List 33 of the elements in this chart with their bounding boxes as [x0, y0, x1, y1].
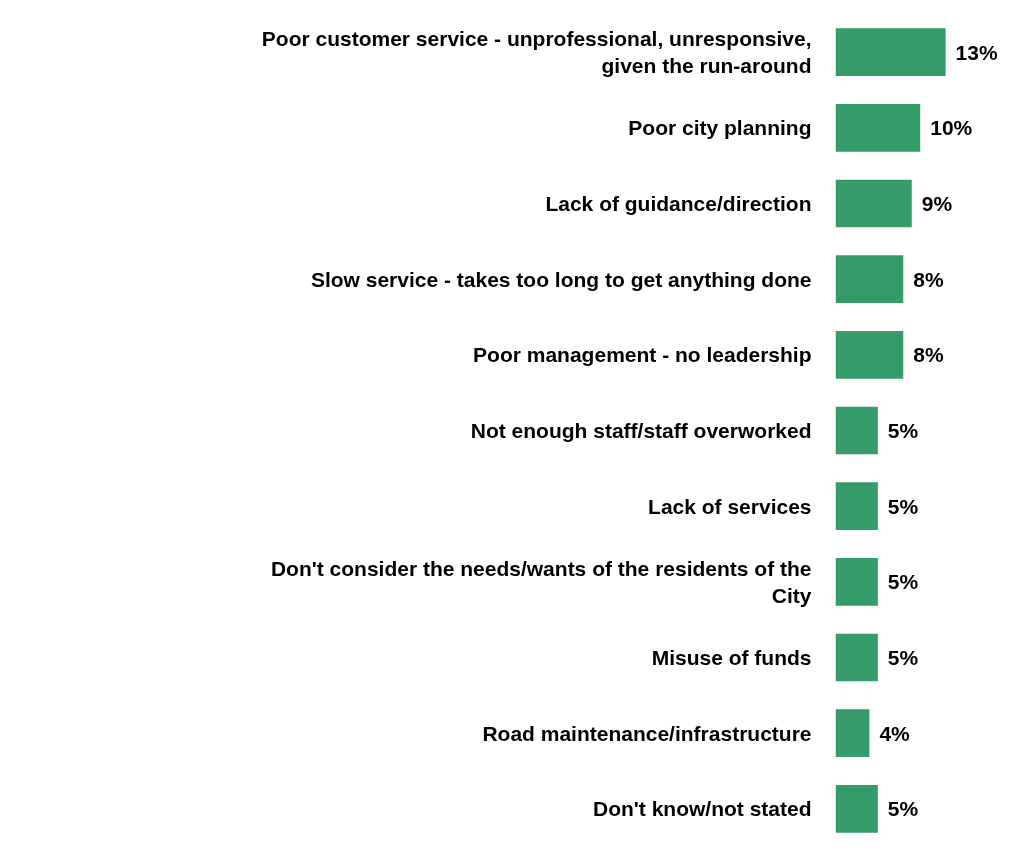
data-label: 4%	[879, 721, 911, 745]
data-label: 9%	[921, 191, 953, 215]
data-label: 5%	[887, 797, 919, 821]
bar	[835, 255, 904, 303]
bar	[835, 785, 878, 833]
data-label: 5%	[887, 646, 919, 670]
data-label: 13%	[955, 40, 998, 64]
y-tick-label: Misuse of funds	[651, 646, 812, 670]
data-label: 5%	[887, 570, 919, 594]
bar	[835, 330, 904, 379]
bar	[835, 482, 878, 531]
bar	[835, 28, 946, 76]
y-tick-label: Slow service - takes too long to get anything done	[310, 267, 812, 291]
data-label: 5%	[887, 494, 919, 518]
bar	[835, 709, 870, 758]
bar	[835, 179, 912, 228]
y-tick-label: Lack of guidance/direction	[545, 191, 812, 215]
y-tick-label: Poor city planning	[628, 116, 812, 140]
y-tick-label: Don't consider the needs/wants of the residents of the City	[270, 556, 812, 608]
data-label: 5%	[887, 419, 919, 442]
y-tick-label: Not enough staff/staff overworked	[470, 419, 812, 442]
bar	[835, 103, 921, 152]
bar	[835, 558, 878, 606]
y-tick-label: Don't know/not stated	[593, 797, 812, 821]
bar	[835, 406, 878, 455]
bar	[835, 633, 878, 682]
y-tick-label: Lack of services	[648, 494, 812, 518]
y-tick-label: Road maintenance/infrastructure	[482, 721, 812, 745]
data-label: 8%	[913, 267, 944, 291]
y-tick-label: Poor customer service - unprofessional, unresponsive, given the run-around	[261, 26, 812, 78]
data-label: 8%	[913, 343, 944, 367]
data-label: 10%	[930, 116, 973, 140]
y-tick-label: Poor management - no leadership	[473, 343, 812, 367]
